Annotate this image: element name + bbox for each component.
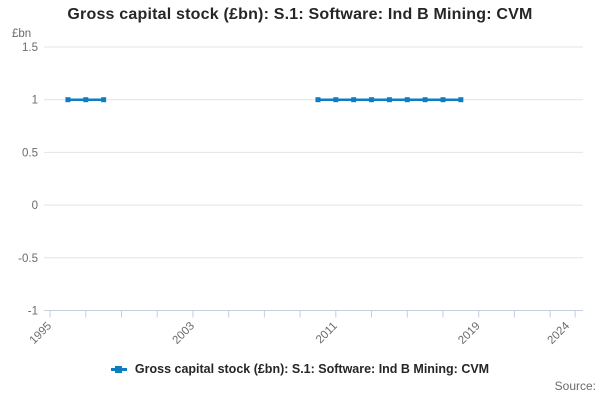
data-point-marker [422,97,428,103]
data-point-marker [369,97,375,103]
legend-marker-icon [115,365,123,373]
x-tick-label: 2003 [170,320,197,347]
y-tick-label: 0.5 [22,147,38,159]
y-tick-label: 1 [32,95,38,107]
data-point-marker [101,97,107,103]
chart-title: Gross capital stock (£bn): S.1: Software… [67,6,533,23]
data-point-marker [65,97,71,103]
y-tick-label: -1 [28,306,38,318]
x-tick-label: 2024 [546,320,573,347]
y-tick-label: -0.5 [18,253,38,265]
y-tick-label: 0 [32,200,38,212]
data-point-marker [333,97,339,103]
data-point-marker [83,97,89,103]
legend-line-icon [110,365,127,373]
plot-area: 1.5 1 0.5 0 -0.5 -1 1995 2003 2011 2019 2024 [18,42,583,347]
data-point-marker [458,97,464,103]
data-point-marker [440,97,446,103]
y-tick-label: 1.5 [22,42,38,54]
x-tick-label: 2011 [314,320,340,346]
data-point-marker [404,97,410,103]
data-point-marker [386,97,392,103]
data-point-marker [315,97,321,103]
x-tick-label: 2019 [456,320,483,347]
legend-item[interactable]: Gross capital stock (£bn): S.1: Software… [0,362,600,376]
data-point-marker [351,97,357,103]
source-label: Source: [554,379,596,393]
legend-label: Gross capital stock (£bn): S.1: Software… [134,362,490,376]
x-tick-label: 1995 [28,320,55,347]
y-axis-unit-label: £bn [12,28,32,40]
